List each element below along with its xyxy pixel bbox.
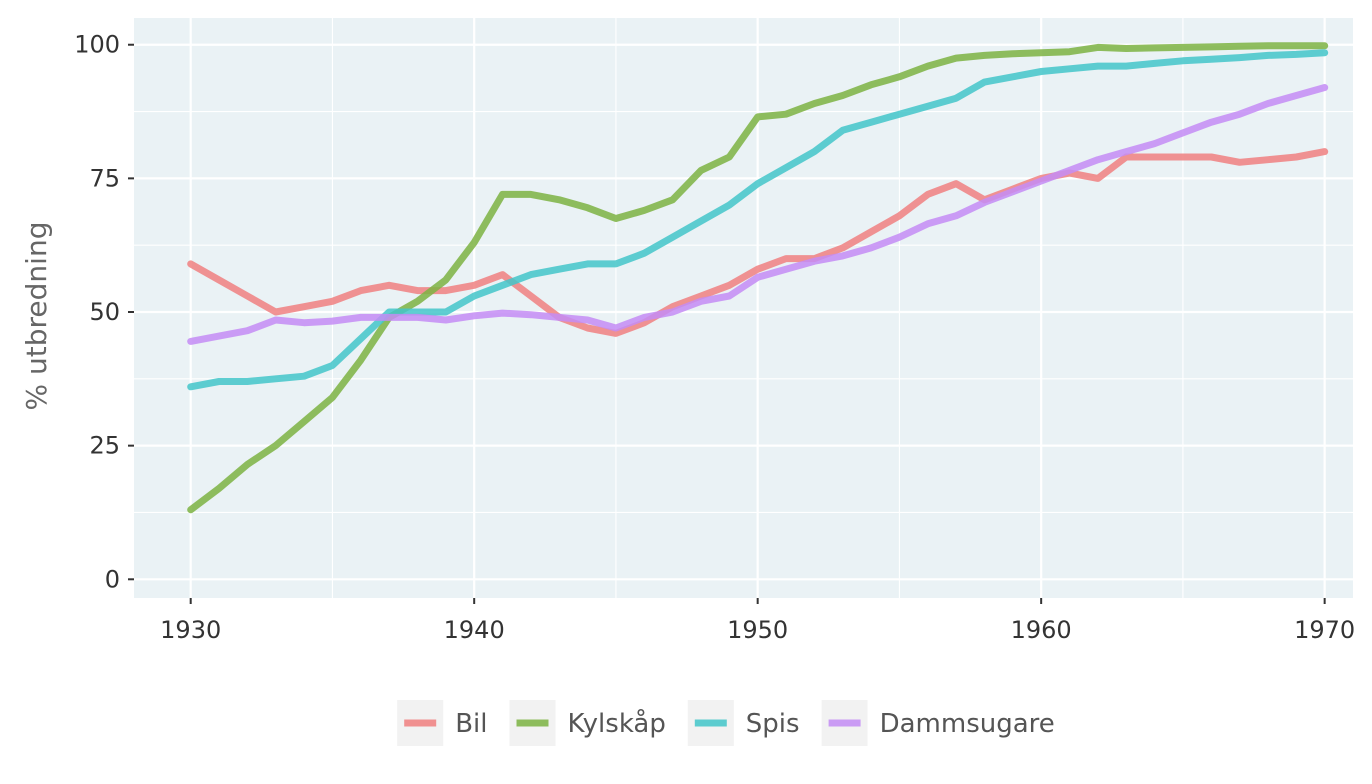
x-tick-label: 1960 [1011,616,1072,644]
legend: Bil Kylskåp Spis Dammsugare [397,700,1055,746]
series-line-dammsugare [187,84,1329,345]
legend-label: Bil [455,709,487,739]
legend-item-spis: Spis [687,700,800,746]
x-tick-label: 1950 [727,616,788,644]
legend-label: Spis [746,709,800,739]
legend-label: Dammsugare [880,709,1055,739]
y-tick-label: 0 [105,565,120,593]
y-tick-label: 50 [89,298,120,326]
series-lines [187,42,1329,514]
legend-item-kylskåp: Kylskåp [509,700,666,746]
y-axis-title: % utbredning [20,222,53,411]
series-line-kylskåp [187,42,1329,514]
y-tick-label: 100 [74,31,120,59]
x-tick-label: 1970 [1294,616,1355,644]
x-tick-label: 1930 [160,616,221,644]
y-axis: 0 25 50 75 100 [74,31,134,593]
legend-item-dammsugare: Dammsugare [821,700,1055,746]
legend-label: Kylskåp [568,708,666,739]
x-tick-label: 1940 [444,616,505,644]
y-tick-label: 25 [89,432,120,460]
series-line-bil [187,148,1329,337]
plot-panel [134,18,1353,598]
x-axis: 1930 1940 1950 1960 1970 [160,598,1355,644]
y-tick-label: 75 [89,164,120,192]
legend-item-bil: Bil [397,700,487,746]
